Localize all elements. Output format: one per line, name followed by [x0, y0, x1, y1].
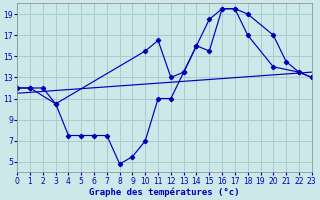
X-axis label: Graphe des températures (°c): Graphe des températures (°c) [89, 187, 240, 197]
